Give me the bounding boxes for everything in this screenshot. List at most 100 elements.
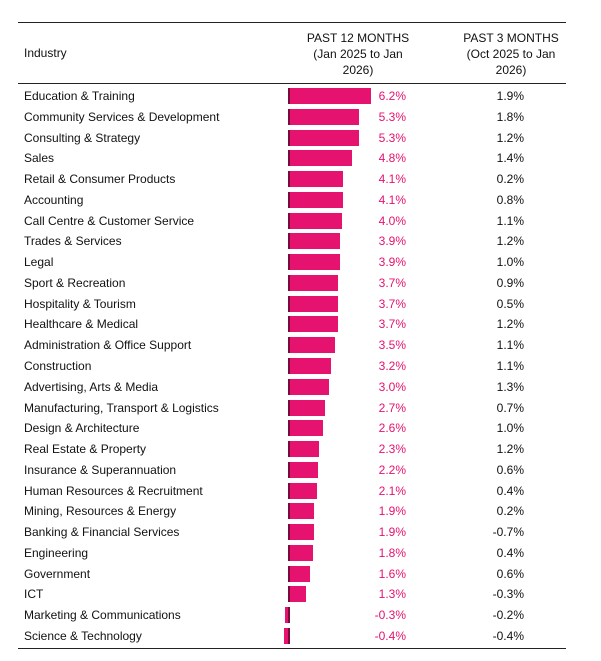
- category-label: Mining, Resources & Energy: [24, 504, 177, 519]
- bar: [289, 129, 359, 146]
- category-label: Hospitality & Tourism: [24, 296, 136, 311]
- value-label: 3.9%: [378, 234, 406, 249]
- category-label: Marketing & Communications: [24, 608, 181, 623]
- bar-baseline: [288, 586, 290, 603]
- category-label: Community Services & Development: [24, 109, 220, 124]
- value-label: 6.2%: [378, 89, 406, 103]
- category-label: Engineering: [24, 545, 89, 560]
- category-label: Education & Training: [24, 89, 135, 103]
- value-label: 3.9%: [378, 255, 406, 270]
- category-label: Design & Architecture: [24, 421, 140, 436]
- value-label: 4.0%: [378, 213, 406, 228]
- bar: [289, 482, 317, 499]
- bar-baseline: [288, 420, 290, 437]
- bar: [289, 171, 344, 188]
- bar-baseline: [288, 337, 290, 354]
- bar-baseline: [288, 378, 290, 395]
- value-label: 0.9%: [496, 275, 524, 290]
- category-label: Construction: [24, 359, 92, 373]
- value-label: 1.2%: [496, 234, 524, 249]
- category-label: Consulting & Strategy: [24, 130, 141, 145]
- value-label: 0.6%: [496, 462, 524, 477]
- bar-baseline: [288, 212, 290, 229]
- value-label: 4.8%: [378, 151, 406, 166]
- value-label: 1.2%: [496, 130, 524, 145]
- category-label: Real Estate & Property: [24, 442, 147, 457]
- value-label: 1.6%: [378, 566, 406, 581]
- value-label: 4.1%: [378, 172, 406, 187]
- value-label: 3.7%: [378, 296, 406, 311]
- bar: [289, 254, 341, 271]
- value-label: 1.4%: [496, 151, 524, 166]
- bar-baseline: [288, 254, 290, 271]
- value-label: 3.7%: [378, 275, 406, 290]
- bar-baseline: [288, 316, 290, 333]
- bar: [289, 378, 329, 395]
- bar-baseline: [288, 88, 290, 104]
- bar-baseline: [288, 191, 290, 208]
- value-label: 0.2%: [496, 172, 524, 187]
- bar: [289, 503, 315, 520]
- bar: [289, 295, 338, 312]
- bar: [289, 358, 332, 374]
- category-label: Advertising, Arts & Media: [24, 379, 159, 394]
- value-label: 1.1%: [496, 338, 524, 353]
- value-label: 2.7%: [378, 400, 406, 415]
- value-label: 1.2%: [496, 317, 524, 332]
- value-label: 0.4%: [496, 545, 524, 560]
- bar-baseline: [288, 171, 290, 188]
- value-label: -0.7%: [492, 525, 524, 540]
- bar: [289, 233, 341, 250]
- header-rule: [18, 83, 566, 84]
- value-label: 1.1%: [496, 213, 524, 228]
- category-label: Manufacturing, Transport & Logistics: [24, 400, 219, 415]
- value-label: 1.9%: [378, 525, 406, 540]
- category-label: Government: [24, 566, 91, 581]
- category-label: Sport & Recreation: [24, 275, 126, 290]
- category-label: Administration & Office Support: [24, 338, 192, 353]
- value-label: 1.0%: [496, 255, 524, 270]
- bar-baseline: [288, 524, 290, 541]
- category-label: Sales: [24, 151, 55, 166]
- value-label: 1.9%: [496, 89, 524, 103]
- column-header: PAST 3 MONTHS (Oct 2025 to Jan 2026): [463, 31, 559, 77]
- column-header: PAST 12 MONTHS (Jan 2025 to Jan 2026): [306, 31, 410, 77]
- value-label: 5.3%: [378, 109, 406, 124]
- bar-baseline: [288, 482, 290, 499]
- bar: [289, 586, 307, 603]
- bar: [289, 461, 319, 478]
- value-label: 3.2%: [378, 359, 406, 373]
- category-label: Trades & Services: [24, 234, 122, 249]
- bar: [289, 191, 344, 208]
- value-label: 1.2%: [496, 442, 524, 457]
- bar-baseline: [288, 150, 290, 167]
- bar: [289, 337, 336, 354]
- category-label: Accounting: [24, 192, 84, 207]
- bar: [289, 524, 315, 541]
- category-label: Human Resources & Recruitment: [24, 483, 203, 498]
- column-header: Industry: [24, 46, 67, 60]
- category-label: Healthcare & Medical: [24, 317, 139, 332]
- bar-baseline: [288, 441, 290, 458]
- value-label: -0.3%: [492, 587, 524, 602]
- value-label: 3.5%: [378, 338, 406, 353]
- value-label: 5.3%: [378, 130, 406, 145]
- bar: [289, 399, 325, 416]
- bar: [289, 441, 320, 458]
- value-label: -0.3%: [374, 608, 406, 623]
- bar-baseline: [288, 461, 290, 478]
- value-label: 1.1%: [496, 359, 524, 373]
- value-label: 2.2%: [378, 462, 406, 477]
- bar: [289, 420, 324, 437]
- value-label: 0.6%: [496, 566, 524, 581]
- bar-baseline: [288, 565, 290, 582]
- value-label: 2.6%: [378, 421, 406, 436]
- category-label: Science & Technology: [24, 629, 142, 644]
- category-label: Insurance & Superannuation: [24, 462, 177, 477]
- bar: [289, 150, 353, 167]
- value-label: 2.3%: [378, 442, 406, 457]
- bar: [283, 628, 289, 645]
- category-label: Banking & Financial Services: [24, 525, 180, 540]
- category-label: Retail & Consumer Products: [24, 172, 176, 187]
